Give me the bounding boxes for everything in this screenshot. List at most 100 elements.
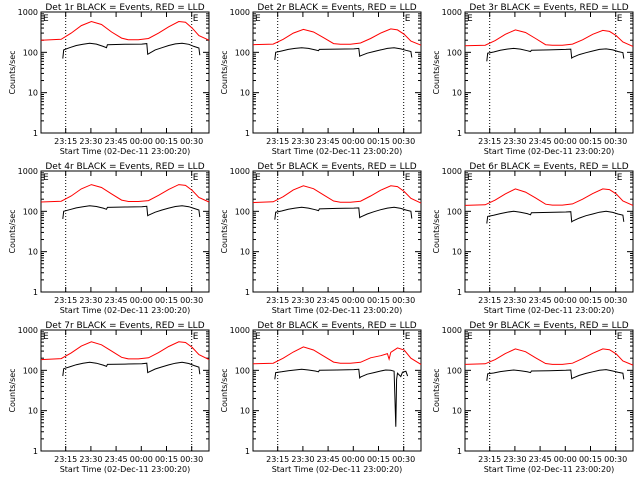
marker-e: E bbox=[617, 173, 623, 183]
x-tick-label: 00:00 bbox=[342, 137, 365, 146]
y-tick-label: 100 bbox=[447, 366, 462, 375]
marker-e-left: E bbox=[43, 173, 49, 183]
y-axis-label: Counts/sec bbox=[8, 368, 17, 412]
x-tick-label: 23:30 bbox=[291, 137, 314, 146]
panel-title: Det 8r BLACK = Events, RED = LLD bbox=[257, 321, 416, 331]
series-lld bbox=[464, 29, 634, 47]
panel-title: Det 3r BLACK = Events, RED = LLD bbox=[469, 3, 628, 13]
x-tick-label: 00:15 bbox=[155, 137, 178, 146]
series-events bbox=[486, 47, 625, 62]
panel-title: Det 1r BLACK = Events, RED = LLD bbox=[45, 3, 204, 13]
panel-det-6r: Det 6r BLACK = Events, RED = LLD 1 10 100 10… bbox=[432, 162, 634, 315]
panel-det-1r: Det 1r BLACK = Events, RED = LLD 1 10 100 10… bbox=[8, 3, 210, 156]
x-axis-label: Start Time (02-Dec-11 23:00:20) bbox=[272, 465, 403, 474]
panel-det-9r: Det 9r BLACK = Events, RED = LLD 1 10 100 10… bbox=[432, 321, 634, 474]
x-tick-label: 00:30 bbox=[392, 455, 415, 464]
x-tick-label: 23:30 bbox=[503, 296, 526, 305]
x-tick-label: 00:30 bbox=[604, 137, 627, 146]
y-axis-label: Counts/sec bbox=[220, 50, 229, 94]
y-tick-label: 10 bbox=[452, 89, 462, 98]
x-tick-label: 00:00 bbox=[554, 296, 577, 305]
x-tick-label: 00:00 bbox=[130, 137, 153, 146]
panel-title: Det 4r BLACK = Events, RED = LLD bbox=[45, 162, 204, 172]
marker-e: E bbox=[405, 14, 411, 24]
marker-e-left: E bbox=[467, 332, 473, 342]
series-events bbox=[274, 47, 413, 60]
x-tick-label: 00:30 bbox=[180, 137, 203, 146]
panel-det-3r: Det 3r BLACK = Events, RED = LLD 1 10 100 10… bbox=[432, 3, 634, 156]
y-tick-label: 1 bbox=[33, 129, 38, 138]
plot-frame bbox=[40, 11, 210, 134]
x-tick-label: 23:45 bbox=[317, 296, 340, 305]
x-tick-label: 23:30 bbox=[79, 296, 102, 305]
x-tick-label: 00:15 bbox=[155, 296, 178, 305]
y-axis-label: Counts/sec bbox=[432, 209, 441, 253]
marker-e: E bbox=[193, 14, 199, 24]
y-tick-label: 1 bbox=[33, 288, 38, 297]
x-tick-label: 23:15 bbox=[266, 296, 289, 305]
y-axis-label: Counts/sec bbox=[432, 368, 441, 412]
x-tick-label: 23:45 bbox=[317, 455, 340, 464]
x-tick-label: 23:45 bbox=[105, 137, 128, 146]
series-lld bbox=[40, 20, 210, 41]
y-tick-label: 1000 bbox=[442, 167, 462, 176]
x-tick-label: 23:30 bbox=[291, 455, 314, 464]
y-tick-label: 1000 bbox=[230, 8, 250, 17]
marker-e: E bbox=[405, 332, 411, 342]
x-tick-label: 00:30 bbox=[392, 137, 415, 146]
series-events bbox=[62, 205, 201, 219]
marker-e: E bbox=[617, 14, 623, 24]
y-tick-label: 1 bbox=[245, 447, 250, 456]
plot-frame bbox=[252, 170, 422, 293]
x-tick-label: 00:30 bbox=[392, 296, 415, 305]
marker-e-left: E bbox=[43, 332, 49, 342]
x-tick-label: 00:30 bbox=[604, 296, 627, 305]
x-tick-label: 00:15 bbox=[367, 296, 390, 305]
x-tick-label: 23:30 bbox=[79, 137, 102, 146]
x-axis-label: Start Time (02-Dec-11 23:00:20) bbox=[60, 306, 191, 315]
panel-det-8r: Det 8r BLACK = Events, RED = LLD 1 10 100 10… bbox=[220, 321, 422, 474]
x-tick-label: 00:15 bbox=[367, 455, 390, 464]
x-tick-label: 23:15 bbox=[478, 455, 501, 464]
series-events bbox=[274, 206, 413, 220]
marker-e-left: E bbox=[255, 173, 261, 183]
y-tick-label: 10 bbox=[240, 407, 250, 416]
x-tick-label: 23:15 bbox=[266, 455, 289, 464]
y-tick-label: 1000 bbox=[18, 167, 38, 176]
panel-det-2r: Det 2r BLACK = Events, RED = LLD 1 10 100 10… bbox=[220, 3, 422, 156]
panel-det-7r: Det 7r BLACK = Events, RED = LLD 1 10 100 10… bbox=[8, 321, 210, 474]
y-tick-label: 1 bbox=[457, 447, 462, 456]
x-tick-label: 23:30 bbox=[503, 455, 526, 464]
marker-e-left: E bbox=[467, 14, 473, 24]
panel-title: Det 2r BLACK = Events, RED = LLD bbox=[257, 3, 416, 13]
y-axis-label: Counts/sec bbox=[8, 50, 17, 94]
x-tick-label: 23:45 bbox=[105, 455, 128, 464]
plot-frame bbox=[40, 329, 210, 452]
y-tick-label: 10 bbox=[28, 407, 38, 416]
marker-e: E bbox=[405, 173, 411, 183]
plot-frame bbox=[464, 329, 634, 452]
series-events bbox=[486, 210, 625, 224]
marker-e-left: E bbox=[467, 173, 473, 183]
x-tick-label: 23:30 bbox=[503, 137, 526, 146]
marker-e: E bbox=[617, 332, 623, 342]
y-axis-label: Counts/sec bbox=[8, 209, 17, 253]
y-tick-label: 100 bbox=[235, 366, 250, 375]
series-lld bbox=[464, 348, 634, 366]
series-events bbox=[62, 361, 201, 377]
y-axis-label: Counts/sec bbox=[220, 209, 229, 253]
x-tick-label: 23:45 bbox=[105, 296, 128, 305]
x-tick-label: 00:15 bbox=[155, 455, 178, 464]
panel-title: Det 7r BLACK = Events, RED = LLD bbox=[45, 321, 204, 331]
plot-frame bbox=[464, 11, 634, 134]
x-tick-label: 00:30 bbox=[180, 455, 203, 464]
marker-e-left: E bbox=[255, 14, 261, 24]
x-axis-label: Start Time (02-Dec-11 23:00:20) bbox=[484, 465, 615, 474]
panel-title: Det 5r BLACK = Events, RED = LLD bbox=[257, 162, 416, 172]
y-tick-label: 100 bbox=[23, 207, 38, 216]
x-tick-label: 00:00 bbox=[342, 296, 365, 305]
y-tick-label: 1000 bbox=[230, 167, 250, 176]
x-tick-label: 00:30 bbox=[604, 455, 627, 464]
x-tick-label: 00:15 bbox=[579, 296, 602, 305]
